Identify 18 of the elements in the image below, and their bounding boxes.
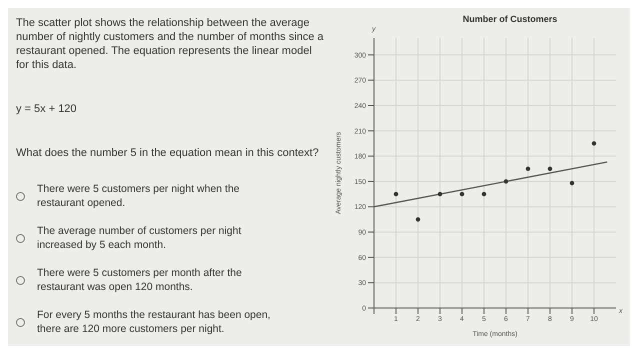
text: There were 5 customers per month after the restaurant was open 120 months.	[37, 266, 243, 294]
point	[526, 166, 530, 171]
point	[416, 217, 420, 222]
point	[570, 180, 574, 186]
point	[482, 192, 486, 196]
point	[504, 179, 508, 184]
text: The scatter plot shows the relationship between the average number of nightly customers and the number of months since a restaurant opened. The equation represents the linear model for this data.	[16, 16, 325, 72]
point	[460, 192, 464, 196]
point	[592, 141, 596, 146]
point	[438, 192, 442, 196]
text: What does the number 5 in the equation mean in this context?	[16, 146, 320, 160]
text: y = 5x + 120	[16, 102, 78, 116]
text: The average number of customers per night increased by 5 each month.	[37, 224, 242, 252]
point	[548, 166, 552, 171]
text: There were 5 customers per night when the restaurant opened.	[37, 182, 241, 210]
text: For every 5 months the restaurant has been open, there are 120 more customers per night.	[37, 308, 272, 336]
chart-title: Number of Customers	[462, 14, 558, 24]
point	[394, 192, 398, 196]
